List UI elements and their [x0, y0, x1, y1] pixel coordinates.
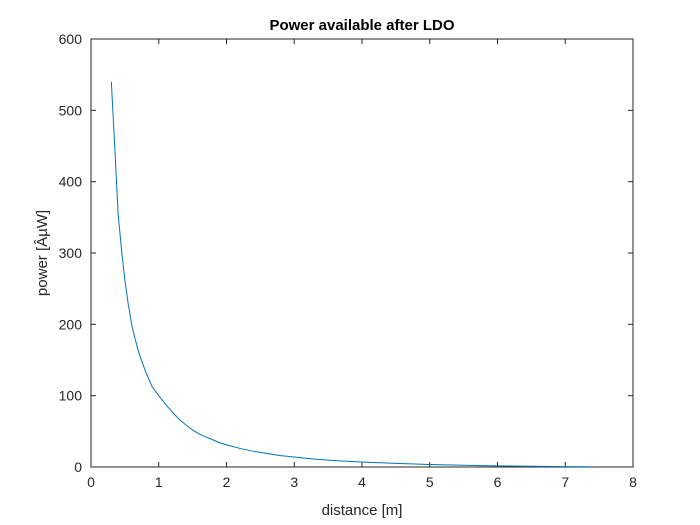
x-tick-label: 6 [494, 474, 502, 490]
x-axis-label: distance [m] [322, 502, 403, 519]
x-tick-label: 1 [155, 474, 163, 490]
x-tick-label: 0 [87, 474, 95, 490]
y-axis-label: power [ÂµW] [34, 210, 51, 296]
x-tick-label: 4 [358, 474, 366, 490]
series-line [110, 81, 589, 468]
x-axis: 0 1 2 3 4 5 6 7 8 [87, 39, 637, 490]
x-tick-label: 5 [426, 474, 434, 490]
y-tick-label: 600 [59, 31, 83, 47]
series-layer [110, 81, 589, 468]
y-tick-label: 300 [59, 245, 83, 261]
plot-area [90, 38, 634, 468]
y-tick-label: 400 [59, 174, 83, 190]
x-tick-label: 2 [223, 474, 231, 490]
y-tick-label: 0 [74, 459, 82, 475]
y-axis: 0 100 200 300 400 500 600 [59, 31, 633, 475]
y-tick-label: 100 [59, 388, 83, 404]
y-tick-label: 200 [59, 316, 83, 332]
x-tick-label: 7 [561, 474, 569, 490]
x-tick-label: 8 [629, 474, 637, 490]
chart-title: Power available after LDO [269, 17, 454, 34]
x-tick-label: 3 [290, 474, 298, 490]
y-tick-label: 500 [59, 102, 83, 118]
